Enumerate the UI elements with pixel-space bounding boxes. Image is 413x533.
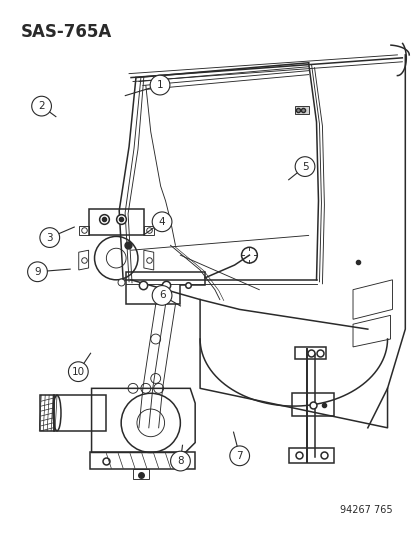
Circle shape <box>150 75 169 95</box>
Circle shape <box>294 157 314 176</box>
Text: 8: 8 <box>177 456 183 466</box>
Text: SAS-765A: SAS-765A <box>21 23 112 42</box>
Polygon shape <box>294 106 308 114</box>
Text: 94267 765: 94267 765 <box>339 505 392 515</box>
Text: 2: 2 <box>38 101 45 111</box>
Text: 10: 10 <box>71 367 85 377</box>
Text: 9: 9 <box>34 266 41 277</box>
Text: 5: 5 <box>301 161 308 172</box>
Circle shape <box>40 228 59 247</box>
Circle shape <box>32 96 51 116</box>
Circle shape <box>68 362 88 382</box>
Text: 4: 4 <box>158 217 165 227</box>
Text: 6: 6 <box>158 290 165 301</box>
Text: 7: 7 <box>236 451 242 461</box>
Circle shape <box>170 451 190 471</box>
Circle shape <box>152 212 171 232</box>
Circle shape <box>28 262 47 281</box>
Circle shape <box>152 286 171 305</box>
Text: 1: 1 <box>157 80 163 90</box>
Text: 3: 3 <box>46 232 53 243</box>
Circle shape <box>229 446 249 466</box>
